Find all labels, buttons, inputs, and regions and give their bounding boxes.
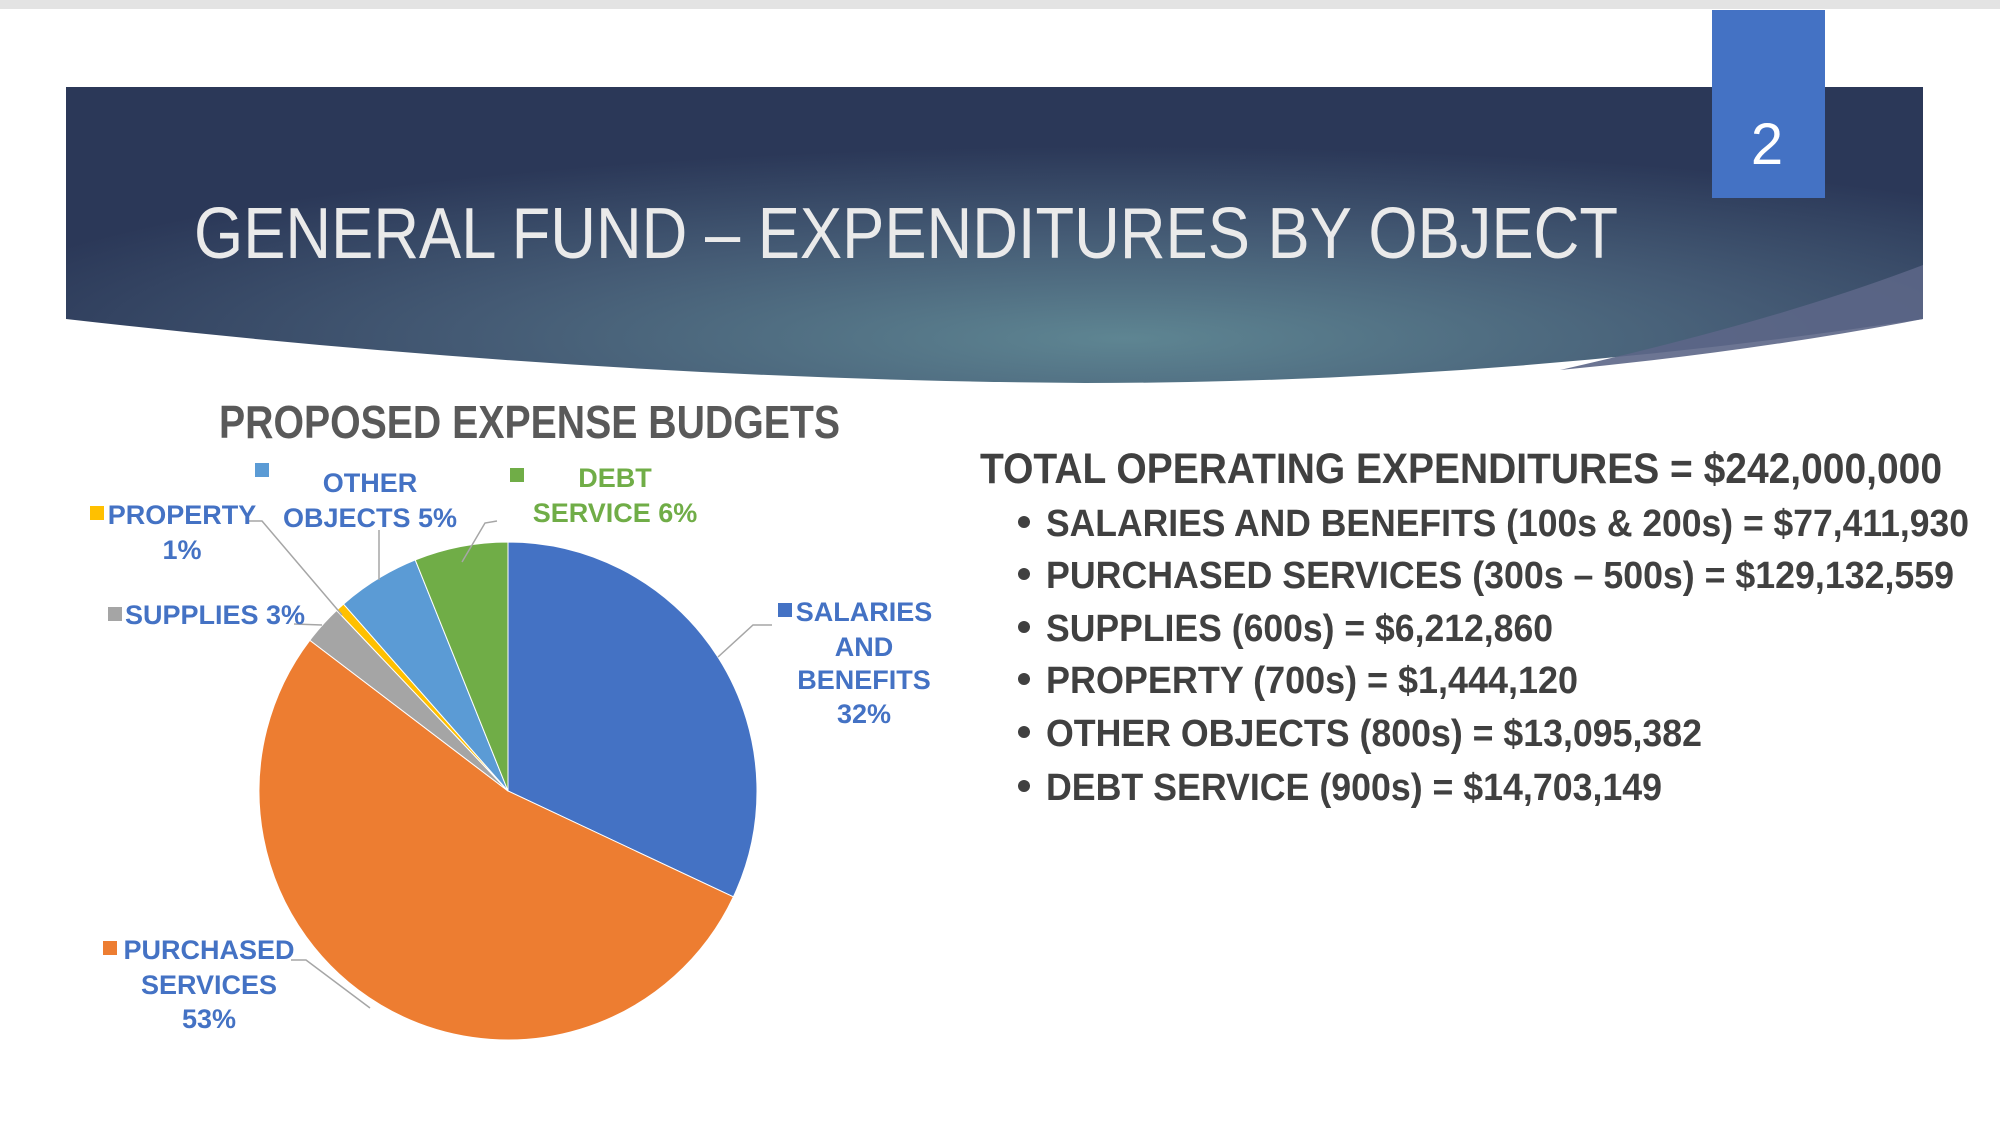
data-label-salaries: SALARIES — [796, 597, 933, 627]
top-bar — [0, 0, 2000, 9]
data-label-debt: DEBT — [578, 463, 652, 493]
bullet-icon — [1018, 568, 1030, 580]
data-label-salaries: AND — [835, 632, 894, 662]
slide-title: GENERAL FUND – EXPENDITURES BY OBJECT — [194, 194, 1618, 274]
data-label-purchased: SERVICES — [141, 970, 277, 1000]
data-label-salaries: BENEFITS — [797, 665, 931, 695]
leader-line-property — [249, 520, 343, 616]
legend-key-supplies — [108, 607, 122, 621]
data-label-salaries: 32% — [837, 699, 891, 729]
pie-chart — [258, 541, 758, 1041]
banner-swoosh — [1560, 265, 1923, 370]
legend-key-salaries — [778, 603, 792, 617]
data-label-purchased: PURCHASED — [123, 935, 294, 965]
bullet-icon — [1018, 673, 1030, 685]
legend-key-property — [90, 506, 104, 520]
data-label-supplies: SUPPLIES 3% — [125, 600, 305, 630]
list-item: OTHER OBJECTS (800s) = $13,095,382 — [1018, 713, 1702, 755]
page-number: 2 — [1751, 112, 1783, 177]
summary-item: PURCHASED SERVICES (300s – 500s) = $129,… — [1046, 555, 1954, 597]
legend-key-purchased — [103, 941, 117, 955]
pie-slice-debt-service — [414, 541, 509, 792]
bullet-icon — [1018, 726, 1030, 738]
legend-key-other — [255, 463, 269, 477]
pie-slice-salaries-and-benefits — [507, 541, 758, 898]
leader-line-debt — [461, 520, 498, 563]
leader-lines — [249, 520, 772, 1009]
leader-line-salaries — [717, 624, 772, 658]
list-item: PURCHASED SERVICES (300s – 500s) = $129,… — [1018, 555, 1954, 597]
title-banner — [66, 87, 1923, 383]
summary-item: DEBT SERVICE (900s) = $14,703,149 — [1046, 767, 1662, 809]
total-expenditures: TOTAL OPERATING EXPENDITURES = $242,000,… — [980, 445, 1942, 493]
data-label-other: OBJECTS 5% — [283, 503, 457, 533]
list-item: SALARIES AND BENEFITS (100s & 200s) = $7… — [1018, 503, 1969, 545]
chart-title: PROPOSED EXPENSE BUDGETS — [219, 396, 840, 448]
data-label-debt: SERVICE 6% — [533, 498, 698, 528]
legend-key-debt — [510, 468, 524, 482]
bullet-icon — [1018, 621, 1030, 633]
bullet-icon — [1018, 516, 1030, 528]
list-item: PROPERTY (700s) = $1,444,120 — [1018, 660, 1578, 702]
summary-item: PROPERTY (700s) = $1,444,120 — [1046, 660, 1578, 702]
summary-list: SALARIES AND BENEFITS (100s & 200s) = $7… — [1018, 503, 1969, 809]
leader-line-purchased — [291, 959, 371, 1009]
bullet-icon — [1018, 780, 1030, 792]
page-number-box — [1712, 10, 1825, 198]
list-item: DEBT SERVICE (900s) = $14,703,149 — [1018, 767, 1662, 809]
data-label-property: 1% — [162, 535, 201, 565]
list-item: SUPPLIES (600s) = $6,212,860 — [1018, 608, 1553, 650]
leader-line-supplies — [293, 623, 323, 626]
summary-item: OTHER OBJECTS (800s) = $13,095,382 — [1046, 713, 1702, 755]
summary-item: SALARIES AND BENEFITS (100s & 200s) = $7… — [1046, 503, 1969, 545]
pie-slice-purchased-services — [258, 639, 735, 1041]
data-label-purchased: 53% — [182, 1004, 236, 1034]
summary-item: SUPPLIES (600s) = $6,212,860 — [1046, 608, 1553, 650]
data-label-property: PROPERTY — [108, 500, 257, 530]
data-label-other: OTHER — [323, 468, 418, 498]
